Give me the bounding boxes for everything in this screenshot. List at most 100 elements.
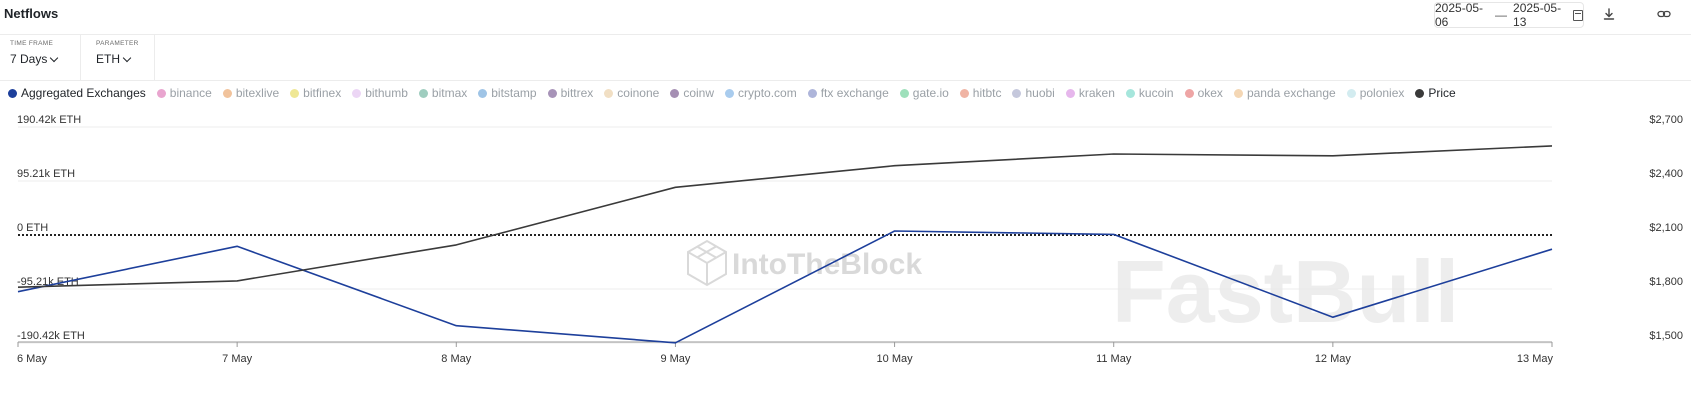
legend-dot	[1346, 88, 1356, 98]
legend-item-hitbtc[interactable]: hitbtc	[959, 86, 1002, 100]
x-tick-label: 9 May	[660, 353, 690, 365]
time-frame-value: 7 Days	[10, 52, 48, 66]
legend-label: okex	[1197, 86, 1223, 100]
legend-label: binance	[169, 86, 212, 100]
legend-item-bittrex[interactable]: bittrex	[547, 86, 594, 100]
legend-item-huobi[interactable]: huobi	[1012, 86, 1055, 100]
legend-label: coinw	[683, 86, 715, 100]
legend-item-kraken[interactable]: kraken	[1065, 86, 1115, 100]
series-line-aggregated-exchanges	[17, 230, 1553, 344]
chevron-down-icon	[50, 53, 59, 62]
legend-item-ftx-exchange[interactable]: ftx exchange	[807, 86, 889, 100]
legend-label: huobi	[1025, 86, 1055, 100]
legend-dot	[807, 88, 817, 98]
y-left-tick-label: 95.21k ETH	[17, 168, 75, 180]
legend-dot	[1415, 88, 1425, 98]
legend-label: panda exchange	[1246, 86, 1336, 100]
legend-label: bittrex	[560, 86, 594, 100]
x-tick-label: 13 May	[1517, 353, 1554, 365]
legend-label: kucoin	[1138, 86, 1174, 100]
legend-item-coinw[interactable]: coinw	[670, 86, 714, 100]
y-left-tick-label: 190.42k ETH	[17, 114, 81, 126]
legend-label: bitfinex	[303, 86, 342, 100]
legend-item-price[interactable]: Price	[1415, 86, 1456, 100]
netflows-chart: 190.42k ETH 95.21k ETH 0 ETH -95.21k ETH -19…	[17, 114, 1683, 365]
divider	[80, 34, 81, 80]
y-right-tick-label: $2,400	[1649, 168, 1683, 180]
legend-dot	[1065, 88, 1075, 98]
x-tick-label: 11 May	[1096, 353, 1132, 365]
y-right-tick-label: $1,500	[1649, 330, 1683, 342]
legend-item-panda-exchange[interactable]: panda exchange	[1233, 86, 1336, 100]
page-title: Netflows	[4, 6, 59, 21]
legend-dot	[418, 88, 428, 98]
legend-dot	[352, 88, 362, 98]
legend-item-okex[interactable]: okex	[1184, 86, 1223, 100]
y-right-tick-label: $2,700	[1649, 114, 1683, 126]
legend-label: poloniex	[1359, 86, 1405, 100]
legend-label: ftx exchange	[820, 86, 889, 100]
legend-dot	[1233, 88, 1243, 98]
legend-item-bitstamp[interactable]: bitstamp	[478, 86, 537, 100]
legend-item-gate-io[interactable]: gate.io	[899, 86, 949, 100]
legend-item-binance[interactable]: binance	[156, 86, 212, 100]
legend-item-crypto-com[interactable]: crypto.com	[725, 86, 797, 100]
date-range-picker[interactable]: 2025-05-06 — 2025-05-13	[1434, 1, 1584, 29]
legend-label: hitbtc	[972, 86, 1002, 100]
legend-dot	[1012, 88, 1022, 98]
legend-label: gate.io	[912, 86, 949, 100]
legend-dot	[1125, 88, 1135, 98]
series-line-price	[17, 145, 1553, 288]
divider	[154, 34, 155, 80]
y-right-tick-label: $2,100	[1649, 222, 1683, 234]
legend-item-bitmax[interactable]: bitmax	[418, 86, 468, 100]
date-separator: —	[1495, 8, 1508, 22]
legend-label: bitmax	[431, 86, 468, 100]
intotheblock-logo-icon	[687, 239, 727, 287]
legend-dot	[604, 88, 614, 98]
x-tick-label: 7 May	[222, 353, 252, 365]
chevron-down-icon	[122, 53, 132, 62]
legend-item-poloniex[interactable]: poloniex	[1346, 86, 1405, 100]
legend-dot	[156, 88, 166, 98]
fastbull-watermark: FastBull	[1112, 242, 1459, 341]
x-tick-label: 12 May	[1315, 353, 1352, 365]
calendar-icon	[1573, 9, 1583, 21]
legend-item-coinone[interactable]: coinone	[604, 86, 659, 100]
y-left-tick-label: 0 ETH	[17, 222, 48, 234]
legend-dot	[290, 88, 300, 98]
legend-item-bitfinex[interactable]: bitfinex	[290, 86, 341, 100]
download-icon[interactable]	[1602, 7, 1616, 21]
parameter-control[interactable]: PARAMETER ETH	[96, 40, 139, 76]
legend-dot	[478, 88, 488, 98]
legend-item-kucoin[interactable]: kucoin	[1125, 86, 1174, 100]
legend-dot	[8, 88, 17, 98]
link-icon[interactable]	[1657, 7, 1671, 21]
legend-item-aggregated-exchanges[interactable]: Aggregated Exchanges	[8, 86, 146, 100]
legend-label: bithumb	[365, 86, 408, 100]
legend-dot	[1184, 88, 1194, 98]
legend-item-bithumb[interactable]: bithumb	[352, 86, 408, 100]
x-tick-label: 8 May	[441, 353, 471, 365]
date-from: 2025-05-06	[1435, 1, 1484, 29]
legend-label: Aggregated Exchanges	[21, 86, 146, 100]
header-bar: Netflows 2025-05-06 — 2025-05-13	[0, 0, 1691, 35]
legend-label: kraken	[1078, 86, 1115, 100]
y-right-tick-label: $1,800	[1649, 276, 1683, 288]
legend-label: bitexlive	[235, 86, 280, 100]
intotheblock-watermark: IntoTheBlock	[687, 239, 922, 287]
legend-label: crypto.com	[738, 86, 797, 100]
time-frame-control[interactable]: TIME FRAME 7 Days	[10, 40, 59, 76]
legend-dot	[547, 88, 557, 98]
legend-label: bitstamp	[491, 86, 537, 100]
legend-item-bitexlive[interactable]: bitexlive	[222, 86, 280, 100]
x-tick-label: 10 May	[877, 353, 914, 365]
legend-dot	[670, 88, 680, 98]
y-left-tick-label: -190.42k ETH	[17, 330, 85, 342]
controls-bar: TIME FRAME 7 Days PARAMETER ETH	[0, 34, 1691, 81]
legend-dot	[222, 88, 232, 98]
time-frame-label: TIME FRAME	[10, 40, 54, 47]
parameter-label: PARAMETER	[96, 40, 139, 47]
legend-dot	[899, 88, 909, 98]
parameter-value: ETH	[96, 52, 120, 66]
